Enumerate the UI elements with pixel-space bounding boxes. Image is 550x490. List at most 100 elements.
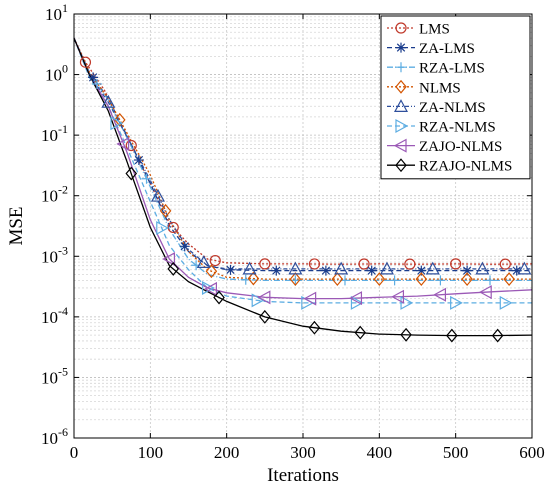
series-marker-za-nlms: [517, 261, 532, 275]
series-line-lms: [73, 37, 533, 265]
series-marker-nlms: [159, 203, 172, 218]
series-marker-za-nlms: [101, 94, 116, 108]
series-marker-zajo-nlms: [303, 291, 317, 306]
legend-label-rza-nlms: RZA-NLMS: [419, 120, 496, 136]
series-marker-zajo-nlms: [433, 287, 446, 302]
legend-marker-lms: [395, 22, 407, 34]
y-tick-label: 10-3: [41, 243, 68, 266]
legend-label-za-lms: ZA-LMS: [419, 41, 475, 57]
series-marker-za-nlms: [334, 261, 349, 275]
legend-marker-zajo-nlms: [393, 138, 407, 153]
series-marker-za-nlms: [475, 261, 490, 275]
x-tick-label: 500: [443, 443, 469, 462]
legend: LMS ZA-LMS RZA-LMS NLMS ZA-NLMS RZA-NLMS ZAJO-…: [380, 15, 531, 180]
x-tick-label: 0: [70, 443, 79, 462]
y-tick-label: 100: [45, 62, 68, 85]
y-tick-label: 10-4: [41, 304, 68, 327]
series-marker-lms: [404, 258, 416, 270]
series-marker-za-lms: [225, 264, 236, 275]
x-tick-label: 200: [214, 443, 240, 462]
legend-marker-rza-nlms: [395, 118, 409, 134]
series-marker-rza-nlms: [400, 295, 414, 310]
series-marker-rzajo-nlms: [354, 325, 367, 340]
series-marker-zajo-nlms: [116, 136, 130, 151]
series-marker-lms: [450, 258, 462, 270]
series-marker-rza-lms: [435, 275, 446, 286]
series-marker-nlms: [289, 272, 302, 287]
series-marker-zajo-nlms: [162, 252, 176, 267]
x-tick-label: 600: [519, 443, 545, 462]
series-marker-za-nlms: [196, 255, 211, 269]
series-marker-za-lms: [271, 265, 282, 276]
series-marker-rzajo-nlms: [259, 309, 271, 324]
series-marker-nlms: [373, 272, 386, 287]
legend-marker-za-lms: [396, 42, 406, 53]
legend-marker-za-nlms: [393, 99, 409, 113]
series-marker-nlms: [205, 264, 218, 279]
x-axis-ticks: 0 100 200 300 400 500 600: [70, 14, 545, 462]
series-marker-rzajo-nlms: [125, 166, 138, 181]
series-marker-za-nlms: [425, 261, 440, 275]
series-marker-rzajo-nlms: [167, 261, 180, 276]
series-marker-zajo-nlms: [257, 290, 271, 305]
series-marker-rza-nlms: [350, 295, 364, 310]
x-axis-label: Iterations: [267, 465, 339, 486]
series-marker-za-lms: [511, 265, 522, 276]
series-line-rza-lms: [73, 37, 532, 282]
series-marker-rza-nlms: [156, 220, 170, 236]
series-marker-zajo-nlms: [204, 281, 217, 296]
series-marker-lms: [358, 258, 370, 270]
legend-marker-nlms: [395, 79, 407, 94]
series-markers: [79, 56, 532, 343]
series-marker-rzajo-nlms: [213, 290, 225, 305]
series-line-za-nlms: [73, 37, 532, 270]
series-marker-rzajo-nlms: [400, 327, 412, 342]
series-marker-lms: [499, 258, 511, 270]
y-tick-label: 10-2: [41, 183, 68, 206]
series-marker-rza-lms: [485, 275, 496, 286]
y-axis-ticks: 101 100 10-1 10-2 10-3 10-4 10-5 10-6: [41, 1, 532, 448]
series-marker-nlms: [415, 272, 428, 287]
series-marker-rzajo-nlms: [446, 328, 458, 343]
legend-label-zajo-nlms: ZAJO-NLMS: [419, 139, 502, 155]
series-marker-za-lms: [462, 265, 473, 276]
series-marker-rzajo-nlms: [491, 328, 504, 343]
series-marker-nlms: [247, 271, 260, 286]
series-marker-zajo-nlms: [391, 289, 405, 304]
series-marker-za-lms: [320, 265, 331, 276]
series-marker-rza-lms: [91, 78, 102, 89]
series-marker-lms: [167, 221, 179, 234]
series-marker-nlms: [114, 112, 126, 127]
legend-label-nlms: NLMS: [419, 80, 461, 96]
series-marker-lms: [125, 139, 137, 152]
series-marker-za-nlms: [150, 188, 165, 202]
series-marker-za-nlms: [288, 261, 303, 275]
series-line-zajo-nlms: [73, 37, 533, 300]
series-marker-za-lms: [179, 241, 190, 252]
y-tick-label: 10-1: [41, 122, 68, 145]
series-line-za-lms: [73, 37, 532, 272]
legend-label-rza-lms: RZA-LMS: [419, 61, 485, 77]
series-lines: [73, 37, 533, 337]
series-marker-nlms: [503, 272, 515, 287]
series-marker-rza-nlms: [499, 295, 513, 310]
series-marker-rzajo-nlms: [308, 320, 321, 335]
series-marker-za-nlms: [379, 261, 394, 275]
series-line-rza-nlms: [73, 37, 532, 304]
series-marker-lms: [209, 254, 221, 267]
series-marker-rza-lms: [389, 275, 400, 286]
series-marker-za-lms: [88, 72, 99, 83]
series-marker-rza-lms: [141, 173, 152, 184]
x-tick-label: 400: [367, 443, 393, 462]
legend-marker-rzajo-nlms: [395, 158, 407, 173]
legend-label-rzajo-nlms: RZAJO-NLMS: [419, 159, 512, 175]
y-axis-label: MSE: [6, 206, 27, 245]
series-line-nlms: [73, 37, 532, 280]
x-tick-label: 300: [290, 443, 316, 462]
series-marker-rza-nlms: [110, 116, 124, 131]
x-tick-label: 100: [138, 443, 164, 462]
y-tick-label: 101: [45, 1, 68, 24]
series-marker-zajo-nlms: [478, 285, 492, 300]
y-tick-label: 10-5: [41, 364, 68, 387]
